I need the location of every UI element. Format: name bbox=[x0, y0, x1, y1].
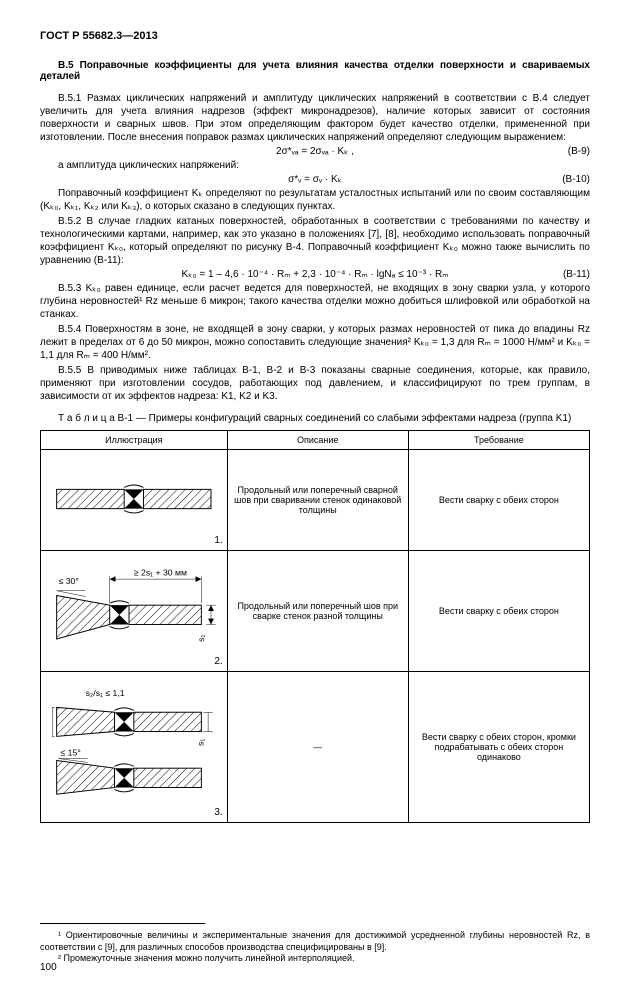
para-kk: Поправочный коэффициент Kₖ определяют по… bbox=[40, 187, 590, 213]
row-num: 3. bbox=[214, 807, 222, 818]
req-cell: Вести сварку с обеих сторон bbox=[408, 551, 589, 672]
weld-diagram-3-icon: s₂/s₁ ≤ 1,1 s₂ s₁ ≤ 15° bbox=[47, 676, 221, 816]
th-requirement: Требование bbox=[408, 431, 589, 450]
illus-cell-1: 1. bbox=[41, 450, 228, 551]
weld-diagram-1-icon bbox=[47, 454, 221, 544]
angle30-label: ≤ 30° bbox=[59, 576, 79, 586]
table-row: ≤ 30° ≥ 2s₁ + 30 мм s₁ 2. Продольный или bbox=[41, 551, 590, 672]
eq-num: (В-10) bbox=[562, 174, 590, 185]
s1-label: s₁ bbox=[196, 635, 206, 642]
doc-header: ГОСТ Р 55682.3—2013 bbox=[40, 30, 590, 42]
section-title: В.5 Поправочные коэффициенты для учета в… bbox=[40, 60, 590, 82]
desc-cell: Продольный или поперечный сварной шов пр… bbox=[227, 450, 408, 551]
angle15-label: ≤ 15° bbox=[61, 748, 81, 758]
eq-text: 2σ*ᵥₐ = 2σᵥₐ · Kₖ , bbox=[276, 146, 354, 157]
para-b53: В.5.3 Kₖ₀ равен единице, если расчет вед… bbox=[40, 282, 590, 321]
footnote-2: ² Промежуточные значения можно получить … bbox=[40, 953, 590, 965]
equation-b10: σ*ᵥ = σᵥ · Kₖ (В-10) bbox=[40, 174, 590, 185]
weld-table: Иллюстрация Описание Требование bbox=[40, 430, 590, 823]
th-description: Описание bbox=[227, 431, 408, 450]
table-caption: Т а б л и ц а В-1 — Примеры конфигураций… bbox=[40, 413, 590, 424]
row-num: 1. bbox=[214, 535, 222, 546]
para-amplitude: а амплитуда циклических напряжений: bbox=[40, 159, 590, 172]
eq-num: (В-9) bbox=[568, 146, 590, 157]
para-b54: В.5.4 Поверхностям в зоне, не входящей в… bbox=[40, 323, 590, 362]
req-cell: Вести сварку с обеих сторон bbox=[408, 450, 589, 551]
equation-b11: Kₖ₀ = 1 – 4,6 · 10⁻⁴ · Rₘ + 2,3 · 10⁻⁴ ·… bbox=[40, 269, 590, 280]
page: ГОСТ Р 55682.3—2013 В.5 Поправочные коэф… bbox=[0, 0, 630, 985]
equation-b9: 2σ*ᵥₐ = 2σᵥₐ · Kₖ , (В-9) bbox=[40, 146, 590, 157]
para-b51: В.5.1 Размах циклических напряжений и ам… bbox=[40, 92, 590, 144]
desc-cell: — bbox=[227, 672, 408, 823]
para-b52: В.5.2 В случае гладких катаных поверхнос… bbox=[40, 215, 590, 267]
page-number: 100 bbox=[40, 962, 57, 973]
illus-cell-2: ≤ 30° ≥ 2s₁ + 30 мм s₁ 2. bbox=[41, 551, 228, 672]
ratio-label: s₂/s₁ ≤ 1,1 bbox=[86, 688, 125, 698]
eq-num: (В-11) bbox=[563, 269, 590, 280]
row-num: 2. bbox=[214, 656, 222, 667]
weld-diagram-2-icon: ≤ 30° ≥ 2s₁ + 30 мм s₁ bbox=[47, 555, 221, 665]
eq-text: Kₖ₀ = 1 – 4,6 · 10⁻⁴ · Rₘ + 2,3 · 10⁻⁴ ·… bbox=[182, 269, 449, 280]
footnote-1: ¹ Ориентировочные величины и эксперимент… bbox=[40, 930, 590, 953]
desc-cell: Продольный или поперечный шов при сварке… bbox=[227, 551, 408, 672]
footnote-rule bbox=[40, 923, 205, 930]
gap-label: ≥ 2s₁ + 30 мм bbox=[134, 567, 187, 577]
illus-cell-3: s₂/s₁ ≤ 1,1 s₂ s₁ ≤ 15° bbox=[41, 672, 228, 823]
para-b55: В.5.5 В приводимых ниже таблицах В-1, В-… bbox=[40, 364, 590, 403]
table-header-row: Иллюстрация Описание Требование bbox=[41, 431, 590, 450]
s1b-label: s₁ bbox=[195, 739, 205, 746]
req-cell: Вести сварку с обеих сторон, кромки подр… bbox=[408, 672, 589, 823]
table-row: s₂/s₁ ≤ 1,1 s₂ s₁ ≤ 15° bbox=[41, 672, 590, 823]
table-row: 1. Продольный или поперечный сварной шов… bbox=[41, 450, 590, 551]
eq-text: σ*ᵥ = σᵥ · Kₖ bbox=[288, 174, 342, 185]
th-illustration: Иллюстрация bbox=[41, 431, 228, 450]
